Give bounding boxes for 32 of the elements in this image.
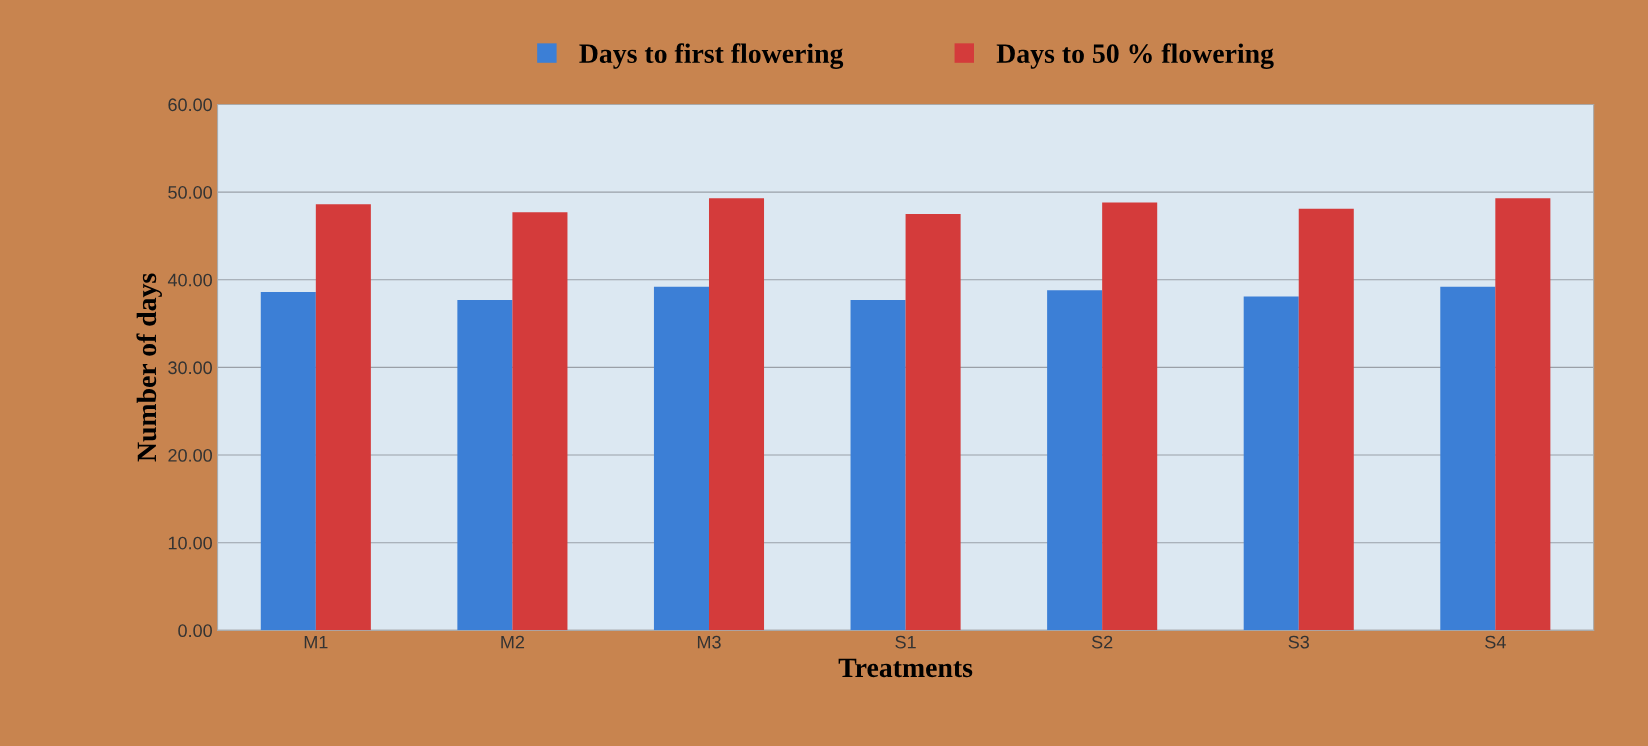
y-tick-label: 30.00	[168, 361, 212, 375]
y-tick-label: 10.00	[168, 536, 212, 550]
bar	[708, 198, 765, 631]
legend-label: Days to first flowering	[579, 43, 844, 69]
y-tick-label: 40.00	[167, 273, 212, 287]
x-tick-label: S3	[1288, 635, 1309, 649]
x-axis-title: Treatments	[838, 658, 973, 678]
x-tick-label: M2	[501, 635, 525, 649]
bar	[905, 214, 961, 631]
bar	[1298, 208, 1354, 631]
bar	[850, 299, 906, 631]
bar	[1047, 290, 1103, 631]
y-tick-label: 60.00	[168, 98, 212, 112]
legend-label: Days to 50 % flowering	[996, 43, 1274, 69]
bar	[457, 299, 513, 631]
y-tick-label: 20.00	[168, 448, 212, 462]
bar	[1102, 202, 1158, 631]
bar	[260, 292, 316, 631]
bar	[315, 204, 371, 631]
x-tick-label: M3	[697, 635, 721, 649]
x-tick-label: S4	[1485, 635, 1506, 649]
x-tick-label: M1	[304, 635, 328, 649]
x-tick-label: S2	[1091, 635, 1113, 649]
bar	[1495, 198, 1551, 631]
y-tick-label: 0.00	[178, 624, 212, 638]
bar	[1440, 286, 1496, 631]
bar	[653, 286, 709, 631]
bar	[1243, 296, 1299, 631]
y-axis-title: Number of days	[136, 273, 162, 462]
y-tick-label: 50.00	[168, 186, 212, 199]
x-tick-label: S1	[895, 635, 916, 649]
bar	[512, 212, 568, 631]
